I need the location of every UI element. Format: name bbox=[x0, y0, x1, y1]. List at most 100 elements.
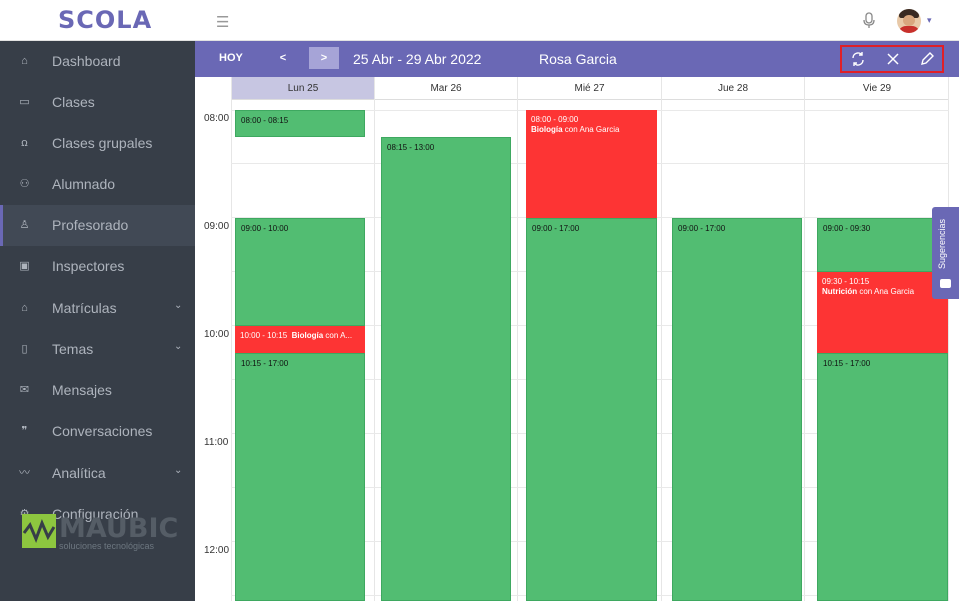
sidebar-item-clases-grupales[interactable]: ꭥ Clases grupales bbox=[0, 123, 195, 164]
close-icon[interactable] bbox=[885, 51, 901, 67]
sidebar-item-inspectores[interactable]: ▣ Inspectores bbox=[0, 246, 195, 287]
day-header-mon[interactable]: Lun 25 bbox=[232, 77, 374, 100]
event-time: 09:00 - 17:00 bbox=[532, 224, 580, 233]
book-icon: ▭ bbox=[19, 96, 30, 108]
brand-name: MAUBIC bbox=[59, 513, 179, 544]
chevron-down-icon[interactable]: ⌄ bbox=[174, 465, 183, 476]
event-slot[interactable]: 10:15 - 17:00 bbox=[817, 353, 948, 601]
chat-icon bbox=[940, 279, 951, 288]
date-range: 25 Abr - 29 Abr 2022 bbox=[353, 51, 482, 67]
suggestions-tab[interactable]: Sugerencias bbox=[932, 207, 959, 299]
chevron-down-icon[interactable]: ⌄ bbox=[174, 300, 183, 311]
sidebar-item-label: Analítica bbox=[52, 465, 106, 481]
teacher-name: Rosa Garcia bbox=[539, 51, 617, 67]
event-time: 09:00 - 10:00 bbox=[241, 224, 289, 233]
calendar-grid: Lun 25 Mar 26 Mié 27 Jue 28 Vie 29 08:00… bbox=[195, 77, 959, 601]
sidebar-item-label: Conversaciones bbox=[52, 423, 153, 439]
event-slot[interactable]: 08:15 - 13:00 bbox=[381, 137, 511, 601]
quote-icon: ❞ bbox=[21, 425, 28, 437]
hour-label: 12:00 bbox=[204, 545, 230, 556]
event-teacher: con A... bbox=[325, 331, 353, 340]
event-teacher: con Ana Garcia bbox=[564, 125, 620, 134]
calendar-toolbar: HOY < > 25 Abr - 29 Abr 2022 Rosa Garcia bbox=[195, 41, 959, 77]
sidebar-item-label: Clases grupales bbox=[52, 135, 153, 151]
event-teacher: con Ana Garcia bbox=[859, 287, 915, 296]
pencil-icon[interactable] bbox=[919, 51, 935, 67]
avatar[interactable] bbox=[897, 9, 921, 33]
hour-label: 10:00 bbox=[204, 329, 230, 340]
sidebar: ⌂ Dashboard ▭ Clases ꭥ Clases grupales ⚇… bbox=[0, 41, 195, 601]
event-slot[interactable]: 09:00 - 10:00 bbox=[235, 218, 365, 326]
sidebar-item-dashboard[interactable]: ⌂ Dashboard bbox=[0, 41, 195, 82]
prev-week-button[interactable]: < bbox=[279, 52, 287, 64]
badge-icon: ▣ bbox=[19, 260, 30, 272]
event-time: 08:15 - 13:00 bbox=[387, 143, 435, 152]
event-time: 08:00 - 08:15 bbox=[241, 116, 289, 125]
graduation-cap-icon: ⌂ bbox=[21, 302, 28, 314]
sidebar-item-label: Profesorado bbox=[52, 217, 129, 233]
event-slot[interactable]: 08:00 - 08:15 bbox=[235, 110, 365, 137]
event-subject: Biología bbox=[531, 125, 563, 134]
event-time: 10:15 - 17:00 bbox=[823, 359, 871, 368]
event-subject: Nutrición bbox=[822, 287, 858, 296]
microphone-icon[interactable] bbox=[862, 12, 876, 30]
hour-label: 08:00 bbox=[204, 113, 230, 124]
group-icon: ꭥ bbox=[21, 137, 28, 149]
sidebar-item-profesorado[interactable]: ♙ Profesorado bbox=[0, 205, 195, 246]
sidebar-item-label: Configuración bbox=[52, 506, 139, 522]
hamburger-icon[interactable]: ☰ bbox=[216, 14, 230, 31]
maubic-logo-icon bbox=[22, 514, 56, 548]
chevron-down-icon[interactable]: ⌄ bbox=[174, 341, 183, 352]
event-time: 10:00 - 10:15 bbox=[240, 331, 288, 340]
sidebar-item-label: Mensajes bbox=[52, 382, 112, 398]
folder-icon: ▯ bbox=[21, 343, 28, 355]
event-class[interactable]: 09:30 - 10:15 Nutrición con Ana Garcia bbox=[817, 272, 948, 353]
sidebar-item-label: Dashboard bbox=[52, 53, 121, 69]
event-slot[interactable]: 09:00 - 09:30 bbox=[817, 218, 948, 272]
brand-tagline: soluciones tecnológicas bbox=[59, 541, 155, 551]
day-header-thu[interactable]: Jue 28 bbox=[662, 77, 804, 100]
calendar-tools bbox=[840, 45, 944, 73]
event-slot[interactable]: 09:00 - 17:00 bbox=[526, 218, 657, 601]
app-logo[interactable]: SCOLA bbox=[58, 6, 153, 34]
sidebar-item-conversaciones[interactable]: ❞ Conversaciones bbox=[0, 411, 195, 452]
sidebar-item-mensajes[interactable]: ✉ Mensajes bbox=[0, 370, 195, 411]
sidebar-item-alumnado[interactable]: ⚇ Alumnado bbox=[0, 164, 195, 205]
top-bar: SCOLA ☰ ▾ bbox=[0, 0, 959, 41]
sidebar-item-matriculas[interactable]: ⌂ Matrículas ⌄ bbox=[0, 288, 195, 329]
event-time: 09:00 - 17:00 bbox=[678, 224, 726, 233]
day-header-fri[interactable]: Vie 29 bbox=[805, 77, 949, 100]
hour-label: 11:00 bbox=[204, 437, 229, 448]
event-time: 09:30 - 10:15 bbox=[822, 277, 870, 286]
brand-logo: MAUBIC soluciones tecnológicas bbox=[21, 513, 181, 553]
user-icon: ♙ bbox=[19, 219, 30, 231]
sidebar-item-label: Matrículas bbox=[52, 300, 117, 316]
event-time: 09:00 - 09:30 bbox=[823, 224, 871, 233]
home-icon: ⌂ bbox=[21, 55, 28, 67]
sidebar-item-label: Temas bbox=[52, 341, 94, 357]
day-header-tue[interactable]: Mar 26 bbox=[375, 77, 517, 100]
suggestions-label: Sugerencias bbox=[937, 218, 947, 269]
sidebar-item-clases[interactable]: ▭ Clases bbox=[0, 82, 195, 123]
event-time: 08:00 - 09:00 bbox=[531, 115, 579, 124]
messages-icon: ✉ bbox=[19, 384, 30, 396]
event-class[interactable]: 08:00 - 09:00 Biología con Ana Garcia bbox=[526, 110, 657, 218]
sidebar-item-label: Inspectores bbox=[52, 258, 125, 274]
sidebar-item-temas[interactable]: ▯ Temas ⌄ bbox=[0, 329, 195, 370]
sidebar-item-label: Alumnado bbox=[52, 176, 116, 192]
event-slot[interactable]: 09:00 - 17:00 bbox=[672, 218, 802, 601]
sidebar-item-analitica[interactable]: 〰 Analítica ⌄ bbox=[0, 453, 195, 494]
event-slot[interactable]: 10:15 - 17:00 bbox=[235, 353, 365, 601]
hour-label: 09:00 bbox=[204, 221, 230, 232]
event-class[interactable]: 10:00 - 10:15 Biología con A... bbox=[235, 326, 365, 353]
refresh-icon[interactable] bbox=[850, 51, 866, 67]
chevron-down-icon[interactable]: ▾ bbox=[927, 15, 932, 25]
event-subject: Biología bbox=[291, 331, 324, 340]
day-header-wed[interactable]: Mié 27 bbox=[518, 77, 661, 100]
next-week-button[interactable]: > bbox=[309, 47, 339, 69]
sidebar-item-label: Clases bbox=[52, 94, 95, 110]
today-button[interactable]: HOY bbox=[219, 52, 243, 64]
students-icon: ⚇ bbox=[19, 178, 30, 190]
analytics-icon: 〰 bbox=[19, 467, 30, 479]
event-time: 10:15 - 17:00 bbox=[241, 359, 289, 368]
